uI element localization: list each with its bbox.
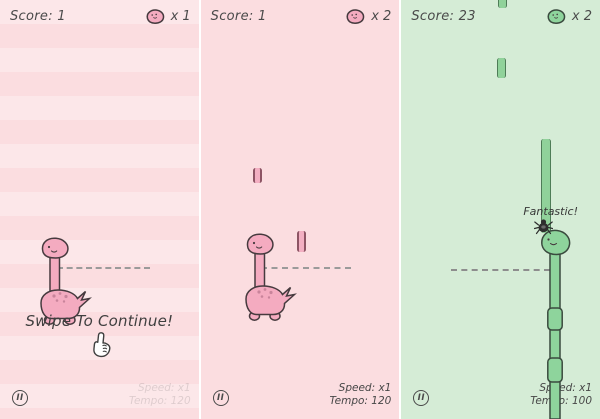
lives-counter: x 2 [546, 8, 592, 25]
score-label: Score: 1 [10, 9, 66, 24]
lives-counter: x 2 [345, 8, 391, 25]
hand-swipe-icon [93, 332, 111, 358]
pause-icon: II [217, 393, 225, 403]
obstacle-bar [498, 0, 508, 8]
obstacle-bar [252, 168, 262, 183]
speed-tempo-readout: Speed: x1 Tempo: 120 [330, 382, 392, 409]
hud-top: Score: 1 x 1 [10, 8, 191, 25]
swipe-to-continue-text: Swipe To Continue! [25, 312, 174, 330]
dinosaur-character [239, 232, 311, 324]
lives-count-label: x 2 [571, 9, 593, 24]
obstacle-bar [497, 58, 507, 78]
head-height-dashed-line [57, 267, 150, 269]
praise-text: Fantastic! [523, 205, 578, 218]
pause-icon: II [16, 393, 24, 403]
pause-button[interactable]: II [12, 390, 28, 406]
speed-label: Speed: x1 [338, 381, 392, 394]
lives-count-label: x 2 [371, 9, 392, 24]
tempo-label: Tempo: 120 [329, 395, 392, 408]
blob-icon [346, 9, 365, 24]
dinosaur-long-neck [541, 229, 571, 419]
obstacle-bar [541, 139, 552, 233]
lives-counter: x 1 [145, 8, 191, 25]
speed-tempo-readout: Speed: x1 Tempo: 120 [129, 382, 191, 409]
screen-swipe-to-continue: Score: 1 x 1 Swipe To Continue! II [0, 0, 199, 419]
hud-top: Score: 1 x 2 [211, 8, 392, 25]
score-label: Score: 1 [210, 9, 267, 24]
obstacle-bar [296, 231, 306, 252]
screen-gameplay-pink: Score: 1 x 2 II Speed: x1 Tempo: 120 [200, 0, 400, 419]
score-label: Score: 23 [411, 9, 476, 24]
blob-icon [547, 9, 566, 24]
blob-icon [146, 9, 164, 24]
pause-button[interactable]: II [413, 390, 430, 406]
pause-icon: II [417, 393, 425, 403]
tempo-label: Tempo: 100 [530, 395, 593, 408]
hud-top: Score: 23 x 2 [411, 8, 592, 25]
pause-button[interactable]: II [212, 390, 229, 406]
head-height-dashed-line [451, 269, 551, 271]
lives-count-label: x 1 [170, 9, 191, 24]
fly-bug-icon [534, 219, 554, 235]
speed-label: Speed: x1 [137, 381, 191, 394]
screen-gameplay-green: Score: 23 x 2 Fantastic! [401, 0, 600, 419]
tempo-label: Tempo: 120 [128, 395, 191, 408]
head-height-dashed-line [260, 267, 351, 269]
